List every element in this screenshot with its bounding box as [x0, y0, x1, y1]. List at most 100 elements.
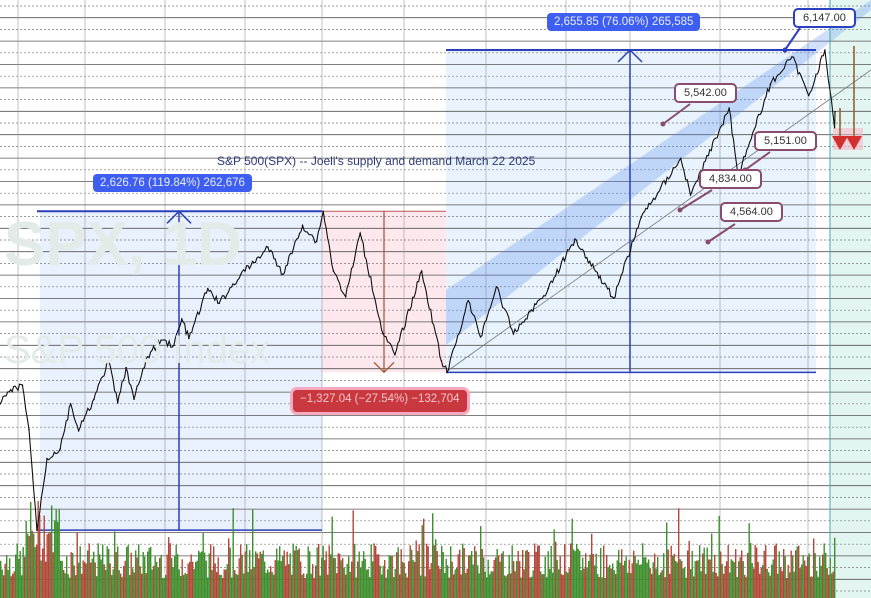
volume-bar	[201, 551, 203, 598]
volume-bar	[226, 564, 228, 598]
volume-bar	[318, 543, 320, 598]
volume-bar	[156, 561, 158, 598]
volume-bar	[345, 574, 347, 598]
volume-bar	[79, 546, 81, 598]
volume-bar	[424, 576, 426, 598]
volume-bar	[753, 568, 755, 598]
volume-bar	[129, 574, 131, 598]
volume-bar	[153, 565, 155, 598]
volume-bar	[117, 546, 119, 598]
volume-bar	[628, 559, 630, 598]
volume-bar	[531, 576, 533, 598]
volume-bar	[616, 560, 618, 598]
price-point	[125, 366, 127, 369]
volume-bar	[397, 547, 399, 598]
volume-bar	[90, 562, 92, 598]
volume-bar	[825, 552, 827, 598]
volume-bar	[28, 536, 30, 598]
callout-5542[interactable]: 5,542.00	[674, 83, 737, 103]
volume-bar	[441, 545, 443, 598]
volume-bar	[112, 569, 114, 598]
volume-bar	[133, 572, 135, 598]
volume-bar	[729, 572, 731, 598]
volume-bar	[91, 558, 93, 598]
volume-bar	[481, 549, 483, 598]
price-point	[315, 240, 318, 243]
callout-5151[interactable]: 5,151.00	[754, 131, 817, 151]
measure-label-2022-decline[interactable]: −1,327.04 (−27.54%) −132,704	[293, 390, 467, 412]
callout-pointer	[784, 27, 801, 51]
volume-bar	[712, 571, 714, 598]
volume-bar	[247, 571, 249, 598]
volume-bar	[147, 551, 149, 598]
volume-bar	[408, 561, 410, 598]
volume-bar	[811, 576, 813, 598]
volume-bar	[765, 545, 767, 598]
volume-bar	[801, 564, 803, 598]
callout-4834[interactable]: 4,834.00	[699, 169, 762, 189]
volume-bar	[490, 571, 492, 598]
volume-bar	[93, 551, 95, 598]
volume-bar	[259, 551, 261, 598]
price-point	[28, 428, 30, 431]
volume-bar	[684, 567, 686, 598]
volume-bar	[510, 573, 512, 598]
callout-4564[interactable]: 4,564.00	[720, 202, 783, 222]
volume-bar	[685, 577, 687, 598]
volume-bar	[213, 546, 215, 598]
volume-bar	[768, 572, 770, 598]
volume-bar	[687, 550, 689, 598]
volume-bar	[349, 571, 351, 598]
volume-bar	[775, 543, 777, 598]
down-arrow-icon	[846, 136, 862, 150]
volume-bar	[612, 563, 614, 598]
volume-bar	[781, 571, 783, 598]
volume-bar	[550, 545, 552, 598]
volume-bar	[759, 573, 761, 598]
long-zone-1	[40, 211, 322, 531]
volume-bar	[339, 553, 341, 598]
volume-bar	[31, 530, 33, 598]
channel-band	[446, 0, 871, 345]
callout-pointer	[744, 151, 771, 171]
volume-bar	[595, 553, 597, 598]
volume-bar	[675, 560, 677, 598]
volume-bar	[661, 570, 663, 598]
volume-bar	[625, 556, 627, 598]
volume-bar	[102, 544, 104, 598]
volume-bar	[573, 549, 575, 598]
price-point	[332, 270, 335, 272]
measure-label-covid-rally[interactable]: 2,626.76 (119.84%) 262,676	[93, 174, 252, 192]
volume-bar	[264, 561, 266, 598]
volume-bar	[151, 569, 153, 598]
down-arrow-icon	[832, 136, 848, 150]
volume-bar	[235, 573, 237, 598]
volume-bar	[648, 559, 650, 598]
volume-bar	[817, 576, 819, 598]
volume-bar	[240, 544, 242, 598]
measure-label-2022-rally[interactable]: 2,655.85 (76.06%) 265,585	[547, 13, 701, 31]
volume-bar	[649, 568, 651, 598]
volume-bar	[681, 560, 683, 598]
volume-bar	[60, 560, 62, 598]
volume-bar	[135, 550, 137, 598]
price-point	[446, 371, 448, 374]
volume-bar	[402, 561, 404, 598]
volume-bar	[552, 572, 554, 598]
arrowhead-up-1	[166, 210, 192, 224]
volume-bar	[313, 577, 315, 598]
volume-bar	[145, 573, 147, 598]
volume-bar	[639, 564, 641, 598]
price-point	[21, 384, 24, 386]
callout-6147[interactable]: 6,147.00	[793, 8, 856, 28]
volume-bar	[331, 516, 333, 598]
volume-bar	[750, 543, 752, 598]
volume-bar	[13, 571, 15, 598]
volume-bar	[82, 560, 84, 598]
volume-bar	[732, 560, 734, 598]
volume-bar	[120, 573, 122, 598]
volume-bar	[223, 569, 225, 598]
volume-bar	[124, 560, 126, 598]
volume-bar	[720, 551, 722, 598]
